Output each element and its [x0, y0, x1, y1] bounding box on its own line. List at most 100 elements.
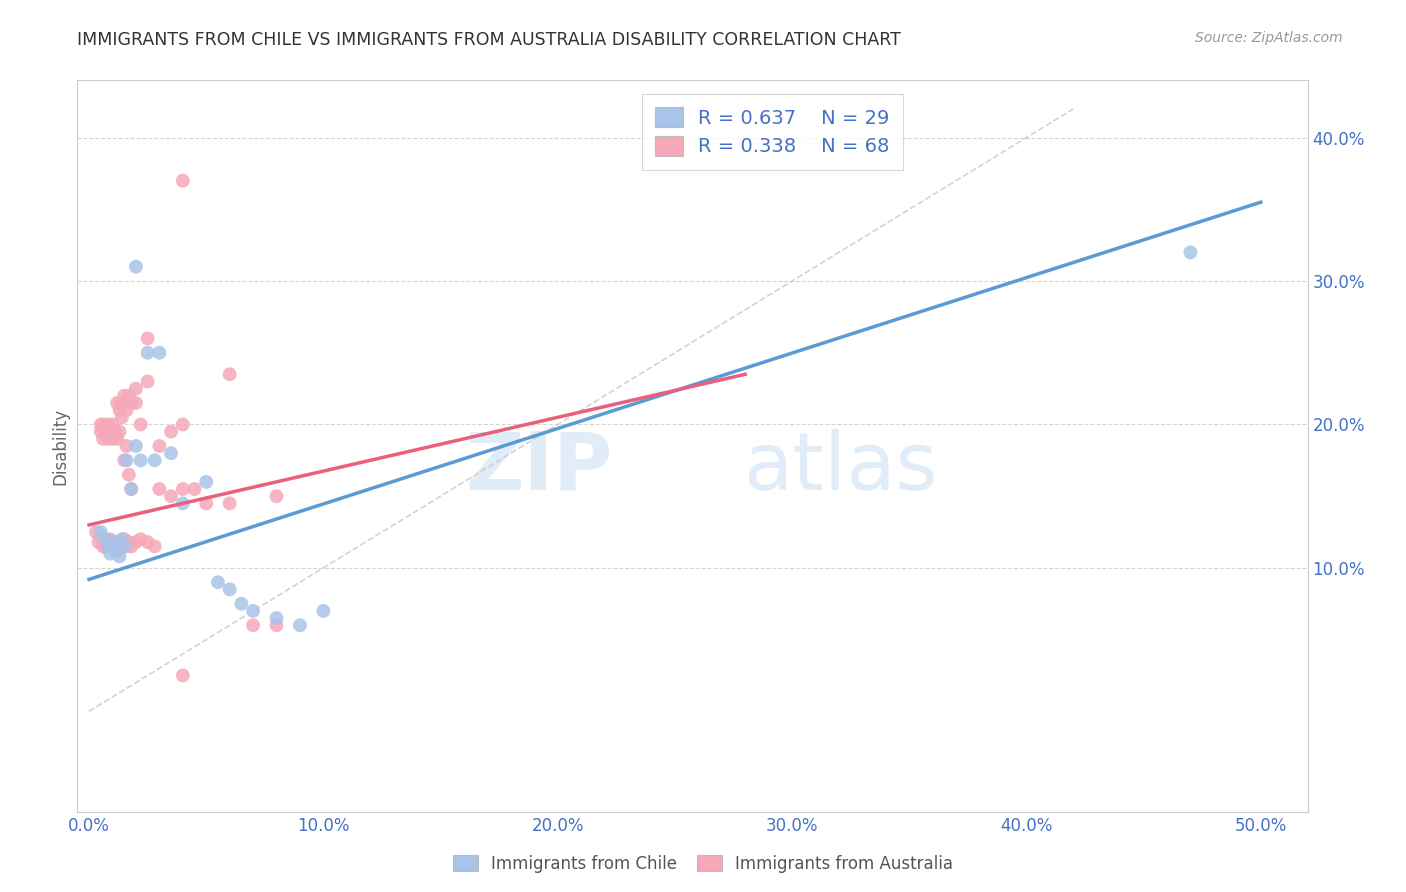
- Point: [118, 389, 141, 403]
- Point: [91, 417, 114, 432]
- Point: [97, 432, 120, 446]
- Point: [136, 345, 159, 359]
- Point: [84, 524, 107, 539]
- Point: [101, 535, 124, 549]
- Point: [97, 417, 120, 432]
- Point: [125, 439, 148, 453]
- Point: [1180, 245, 1202, 260]
- Point: [111, 410, 134, 425]
- Point: [105, 396, 128, 410]
- Point: [218, 368, 240, 382]
- Point: [111, 533, 134, 547]
- Point: [125, 396, 148, 410]
- Point: [90, 524, 112, 539]
- Point: [98, 547, 121, 561]
- Point: [104, 540, 127, 554]
- Point: [118, 467, 141, 482]
- Point: [87, 535, 110, 549]
- Point: [111, 396, 134, 410]
- Point: [97, 540, 120, 554]
- Point: [231, 597, 253, 611]
- Point: [160, 425, 183, 439]
- Legend: R = 0.637    N = 29, R = 0.338    N = 68: R = 0.637 N = 29, R = 0.338 N = 68: [641, 94, 903, 169]
- Legend: Immigrants from Chile, Immigrants from Australia: Immigrants from Chile, Immigrants from A…: [446, 848, 960, 880]
- Point: [143, 540, 166, 554]
- Point: [242, 604, 264, 618]
- Point: [148, 482, 170, 496]
- Point: [183, 482, 205, 496]
- Point: [105, 543, 128, 558]
- Point: [172, 668, 194, 682]
- Point: [195, 475, 218, 489]
- Point: [143, 453, 166, 467]
- Point: [160, 489, 183, 503]
- Point: [172, 174, 194, 188]
- Y-axis label: Disability: Disability: [51, 408, 69, 484]
- Point: [172, 417, 194, 432]
- Text: atlas: atlas: [742, 429, 938, 507]
- Point: [207, 575, 229, 590]
- Point: [120, 482, 142, 496]
- Point: [172, 482, 194, 496]
- Point: [136, 375, 159, 389]
- Point: [115, 540, 138, 554]
- Point: [266, 618, 288, 632]
- Point: [108, 403, 131, 417]
- Point: [105, 540, 128, 554]
- Point: [104, 425, 127, 439]
- Point: [218, 496, 240, 510]
- Point: [90, 417, 112, 432]
- Point: [112, 533, 135, 547]
- Point: [91, 540, 114, 554]
- Point: [90, 425, 112, 439]
- Point: [266, 489, 288, 503]
- Point: [98, 425, 121, 439]
- Point: [242, 618, 264, 632]
- Point: [125, 382, 148, 396]
- Point: [160, 446, 183, 460]
- Point: [104, 543, 127, 558]
- Point: [115, 403, 138, 417]
- Point: [112, 540, 135, 554]
- Point: [97, 535, 120, 549]
- Point: [115, 439, 138, 453]
- Point: [101, 417, 124, 432]
- Point: [288, 618, 311, 632]
- Point: [136, 535, 159, 549]
- Point: [195, 496, 218, 510]
- Point: [101, 432, 124, 446]
- Text: IMMIGRANTS FROM CHILE VS IMMIGRANTS FROM AUSTRALIA DISABILITY CORRELATION CHART: IMMIGRANTS FROM CHILE VS IMMIGRANTS FROM…: [77, 31, 901, 49]
- Point: [312, 604, 335, 618]
- Point: [94, 425, 117, 439]
- Point: [125, 260, 148, 274]
- Point: [136, 331, 159, 345]
- Text: ZIP: ZIP: [465, 429, 613, 507]
- Point: [98, 425, 121, 439]
- Point: [115, 453, 138, 467]
- Point: [111, 535, 134, 549]
- Point: [172, 496, 194, 510]
- Point: [218, 582, 240, 597]
- Point: [129, 453, 152, 467]
- Point: [120, 396, 142, 410]
- Point: [120, 482, 142, 496]
- Point: [148, 345, 170, 359]
- Point: [266, 611, 288, 625]
- Point: [129, 533, 152, 547]
- Point: [108, 540, 131, 554]
- Point: [148, 439, 170, 453]
- Text: Source: ZipAtlas.com: Source: ZipAtlas.com: [1195, 31, 1343, 45]
- Point: [104, 425, 127, 439]
- Point: [101, 535, 124, 549]
- Point: [120, 540, 142, 554]
- Point: [105, 432, 128, 446]
- Point: [94, 425, 117, 439]
- Point: [108, 425, 131, 439]
- Point: [91, 432, 114, 446]
- Point: [129, 417, 152, 432]
- Point: [94, 540, 117, 554]
- Point: [98, 533, 121, 547]
- Point: [118, 535, 141, 549]
- Point: [108, 549, 131, 564]
- Point: [112, 453, 135, 467]
